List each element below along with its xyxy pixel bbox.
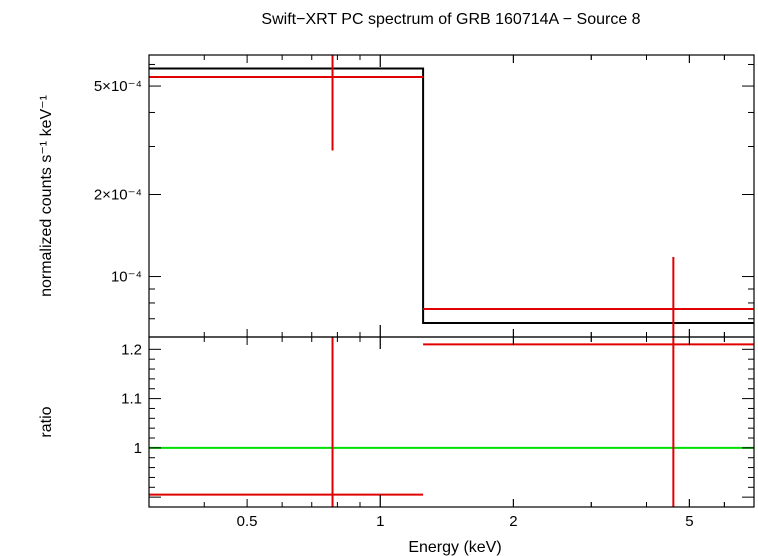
spectrum-y-tick-label: 10⁻⁴ (111, 269, 142, 286)
x-tick-label: 5 (685, 513, 693, 530)
spectrum-y-tick-label: 5×10⁻⁴ (94, 78, 142, 95)
ratio-y-tick-label: 1.1 (121, 391, 142, 408)
x-tick-label: 1 (376, 513, 384, 530)
spectrum-y-tick-label: 2×10⁻⁴ (94, 187, 142, 204)
x-tick-label: 0.5 (237, 513, 258, 530)
plot-layer: 0.5 1 2 5 10⁻⁴ 2×10⁻⁴ 5×10⁻⁴ 1 1.1 1.2 (94, 54, 755, 530)
spectrum-y-label: normalized counts s⁻¹ keV⁻¹ (38, 95, 55, 297)
x-axis-label: Energy (keV) (408, 539, 501, 556)
x-tick-label: 2 (509, 513, 517, 530)
ratio-y-tick-label: 1.2 (121, 341, 142, 358)
chart-title: Swift−XRT PC spectrum of GRB 160714A − S… (261, 11, 640, 28)
ratio-panel-frame (148, 336, 755, 508)
ratio-y-label: ratio (38, 406, 55, 437)
model-step-line (149, 67, 754, 325)
ratio-y-tick-label: 1 (134, 440, 142, 457)
spectrum-panel-frame (148, 54, 755, 338)
